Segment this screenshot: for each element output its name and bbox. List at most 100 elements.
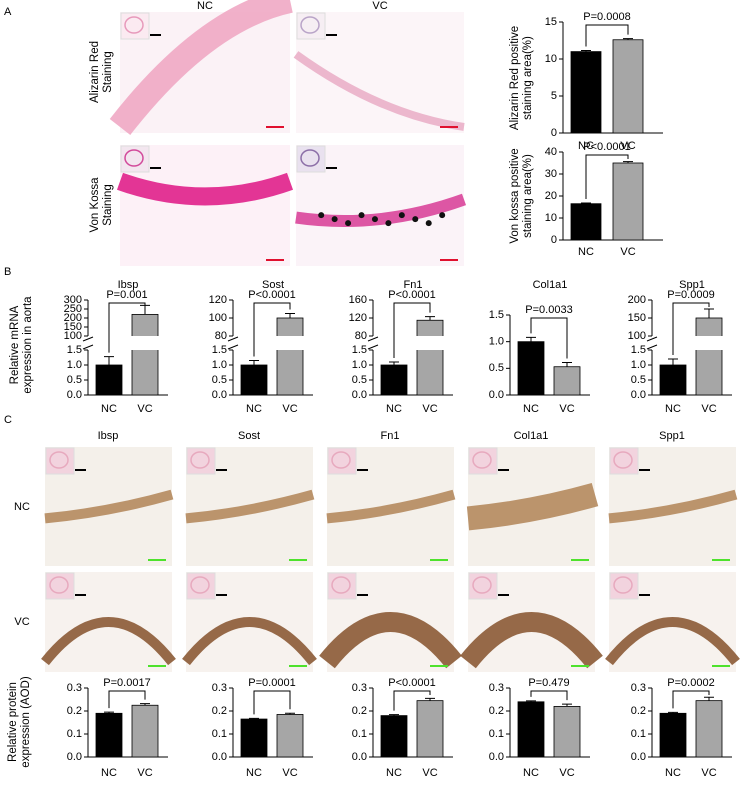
y-tick-label: 0.0 bbox=[67, 389, 82, 401]
error-bar bbox=[562, 703, 572, 707]
axis-break bbox=[82, 344, 94, 350]
p-value: P=0.0002 bbox=[667, 677, 714, 689]
bar bbox=[95, 364, 123, 396]
panel-label: B bbox=[4, 266, 11, 278]
y-tick-label: 0.5 bbox=[489, 362, 504, 374]
tissue-band bbox=[326, 489, 456, 524]
x-tick-label: VC bbox=[620, 246, 635, 258]
significance-bracket bbox=[530, 317, 568, 359]
x-tick-label: VC bbox=[559, 403, 574, 415]
p-value: P<0.0001 bbox=[248, 289, 295, 301]
y-tick-label: 1.5 bbox=[352, 344, 367, 356]
y-tick-label: 15 bbox=[545, 16, 557, 28]
inset-ring bbox=[190, 451, 210, 469]
micrograph bbox=[41, 572, 176, 672]
bar bbox=[695, 700, 723, 758]
bar bbox=[240, 364, 268, 396]
bar bbox=[553, 366, 581, 396]
chart-title: Sost bbox=[262, 279, 284, 291]
micrograph bbox=[605, 572, 740, 672]
calcification bbox=[318, 212, 325, 219]
micrograph bbox=[326, 447, 456, 566]
tissue-band bbox=[116, 172, 294, 206]
y-axis-label: Von kossa positive staining area(%) bbox=[509, 148, 534, 244]
axis-break bbox=[227, 336, 239, 342]
inset-ring bbox=[331, 451, 351, 469]
bar-break bbox=[416, 336, 444, 350]
calcification bbox=[371, 216, 378, 223]
error-bar bbox=[581, 202, 591, 204]
x-tick-label: NC bbox=[386, 767, 402, 779]
axis-break bbox=[367, 344, 379, 350]
error-bar bbox=[668, 358, 678, 365]
bar bbox=[276, 317, 304, 396]
inset-ring bbox=[300, 149, 320, 167]
column-header: NC bbox=[197, 0, 213, 12]
axis-break bbox=[82, 336, 94, 342]
y-tick-label: 100 bbox=[209, 312, 227, 324]
y-tick-label: 100 bbox=[628, 330, 646, 342]
significance-bracket bbox=[585, 24, 629, 47]
y-tick-label: 0.5 bbox=[67, 374, 82, 386]
inset-ring bbox=[49, 451, 69, 469]
y-tick-label: 0.3 bbox=[631, 682, 646, 694]
bar-break bbox=[695, 336, 723, 350]
bar bbox=[570, 51, 602, 134]
x-tick-label: NC bbox=[665, 403, 681, 415]
y-tick-label: 0.2 bbox=[212, 705, 227, 717]
y-tick-label: 0.2 bbox=[631, 705, 646, 717]
calcification bbox=[331, 216, 338, 223]
y-tick-label: 150 bbox=[628, 312, 646, 324]
tissue-band bbox=[605, 617, 740, 666]
y-tick-label: 0.1 bbox=[631, 728, 646, 740]
column-header: Ibsp bbox=[98, 430, 119, 442]
error-bar bbox=[526, 700, 536, 702]
x-tick-label: VC bbox=[422, 767, 437, 779]
y-tick-label: 0.1 bbox=[489, 728, 504, 740]
y-tick-label: 0.0 bbox=[212, 751, 227, 763]
y-tick-label: 0 bbox=[551, 127, 557, 139]
row-label: Von Kossa Staining bbox=[89, 177, 114, 233]
column-header: Spp1 bbox=[659, 430, 685, 442]
bar bbox=[517, 341, 545, 396]
y-tick-label: 20 bbox=[545, 190, 557, 202]
error-bar bbox=[562, 361, 572, 367]
p-value: P=0.0017 bbox=[103, 677, 150, 689]
micrograph bbox=[319, 572, 462, 672]
error-bar bbox=[704, 696, 714, 701]
x-tick-label: NC bbox=[101, 403, 117, 415]
y-tick-label: 1.5 bbox=[67, 344, 82, 356]
y-tick-label: 1.0 bbox=[631, 359, 646, 371]
bar bbox=[659, 364, 687, 396]
y-tick-label: 0.3 bbox=[212, 682, 227, 694]
inset-ring bbox=[124, 16, 144, 34]
y-tick-label: 0.3 bbox=[489, 682, 504, 694]
axis-break bbox=[646, 344, 658, 350]
bar bbox=[553, 706, 581, 758]
y-tick-label: 1.0 bbox=[489, 336, 504, 348]
y-tick-label: 1.0 bbox=[352, 359, 367, 371]
y-tick-label: 160 bbox=[349, 294, 367, 306]
error-bar bbox=[104, 356, 114, 365]
y-tick-label: 0.0 bbox=[352, 389, 367, 401]
axis-break bbox=[227, 344, 239, 350]
y-tick-label: 10 bbox=[545, 53, 557, 65]
x-tick-label: VC bbox=[137, 767, 152, 779]
y-tick-label: 0.0 bbox=[631, 751, 646, 763]
y-tick-label: 30 bbox=[545, 168, 557, 180]
micrograph bbox=[116, 145, 294, 266]
significance-bracket bbox=[672, 302, 710, 355]
error-bar bbox=[425, 697, 435, 701]
p-value: P=0.0009 bbox=[667, 289, 714, 301]
inset-ring bbox=[124, 149, 144, 167]
x-tick-label: VC bbox=[282, 403, 297, 415]
significance-bracket bbox=[585, 154, 629, 200]
error-bar bbox=[704, 308, 714, 318]
y-tick-label: 0.0 bbox=[352, 751, 367, 763]
y-tick-label: 120 bbox=[349, 312, 367, 324]
x-tick-label: VC bbox=[620, 140, 635, 152]
calcification bbox=[412, 216, 419, 223]
calcification bbox=[425, 220, 432, 227]
y-tick-label: 0.0 bbox=[67, 751, 82, 763]
p-value: P<0.0001 bbox=[388, 677, 435, 689]
